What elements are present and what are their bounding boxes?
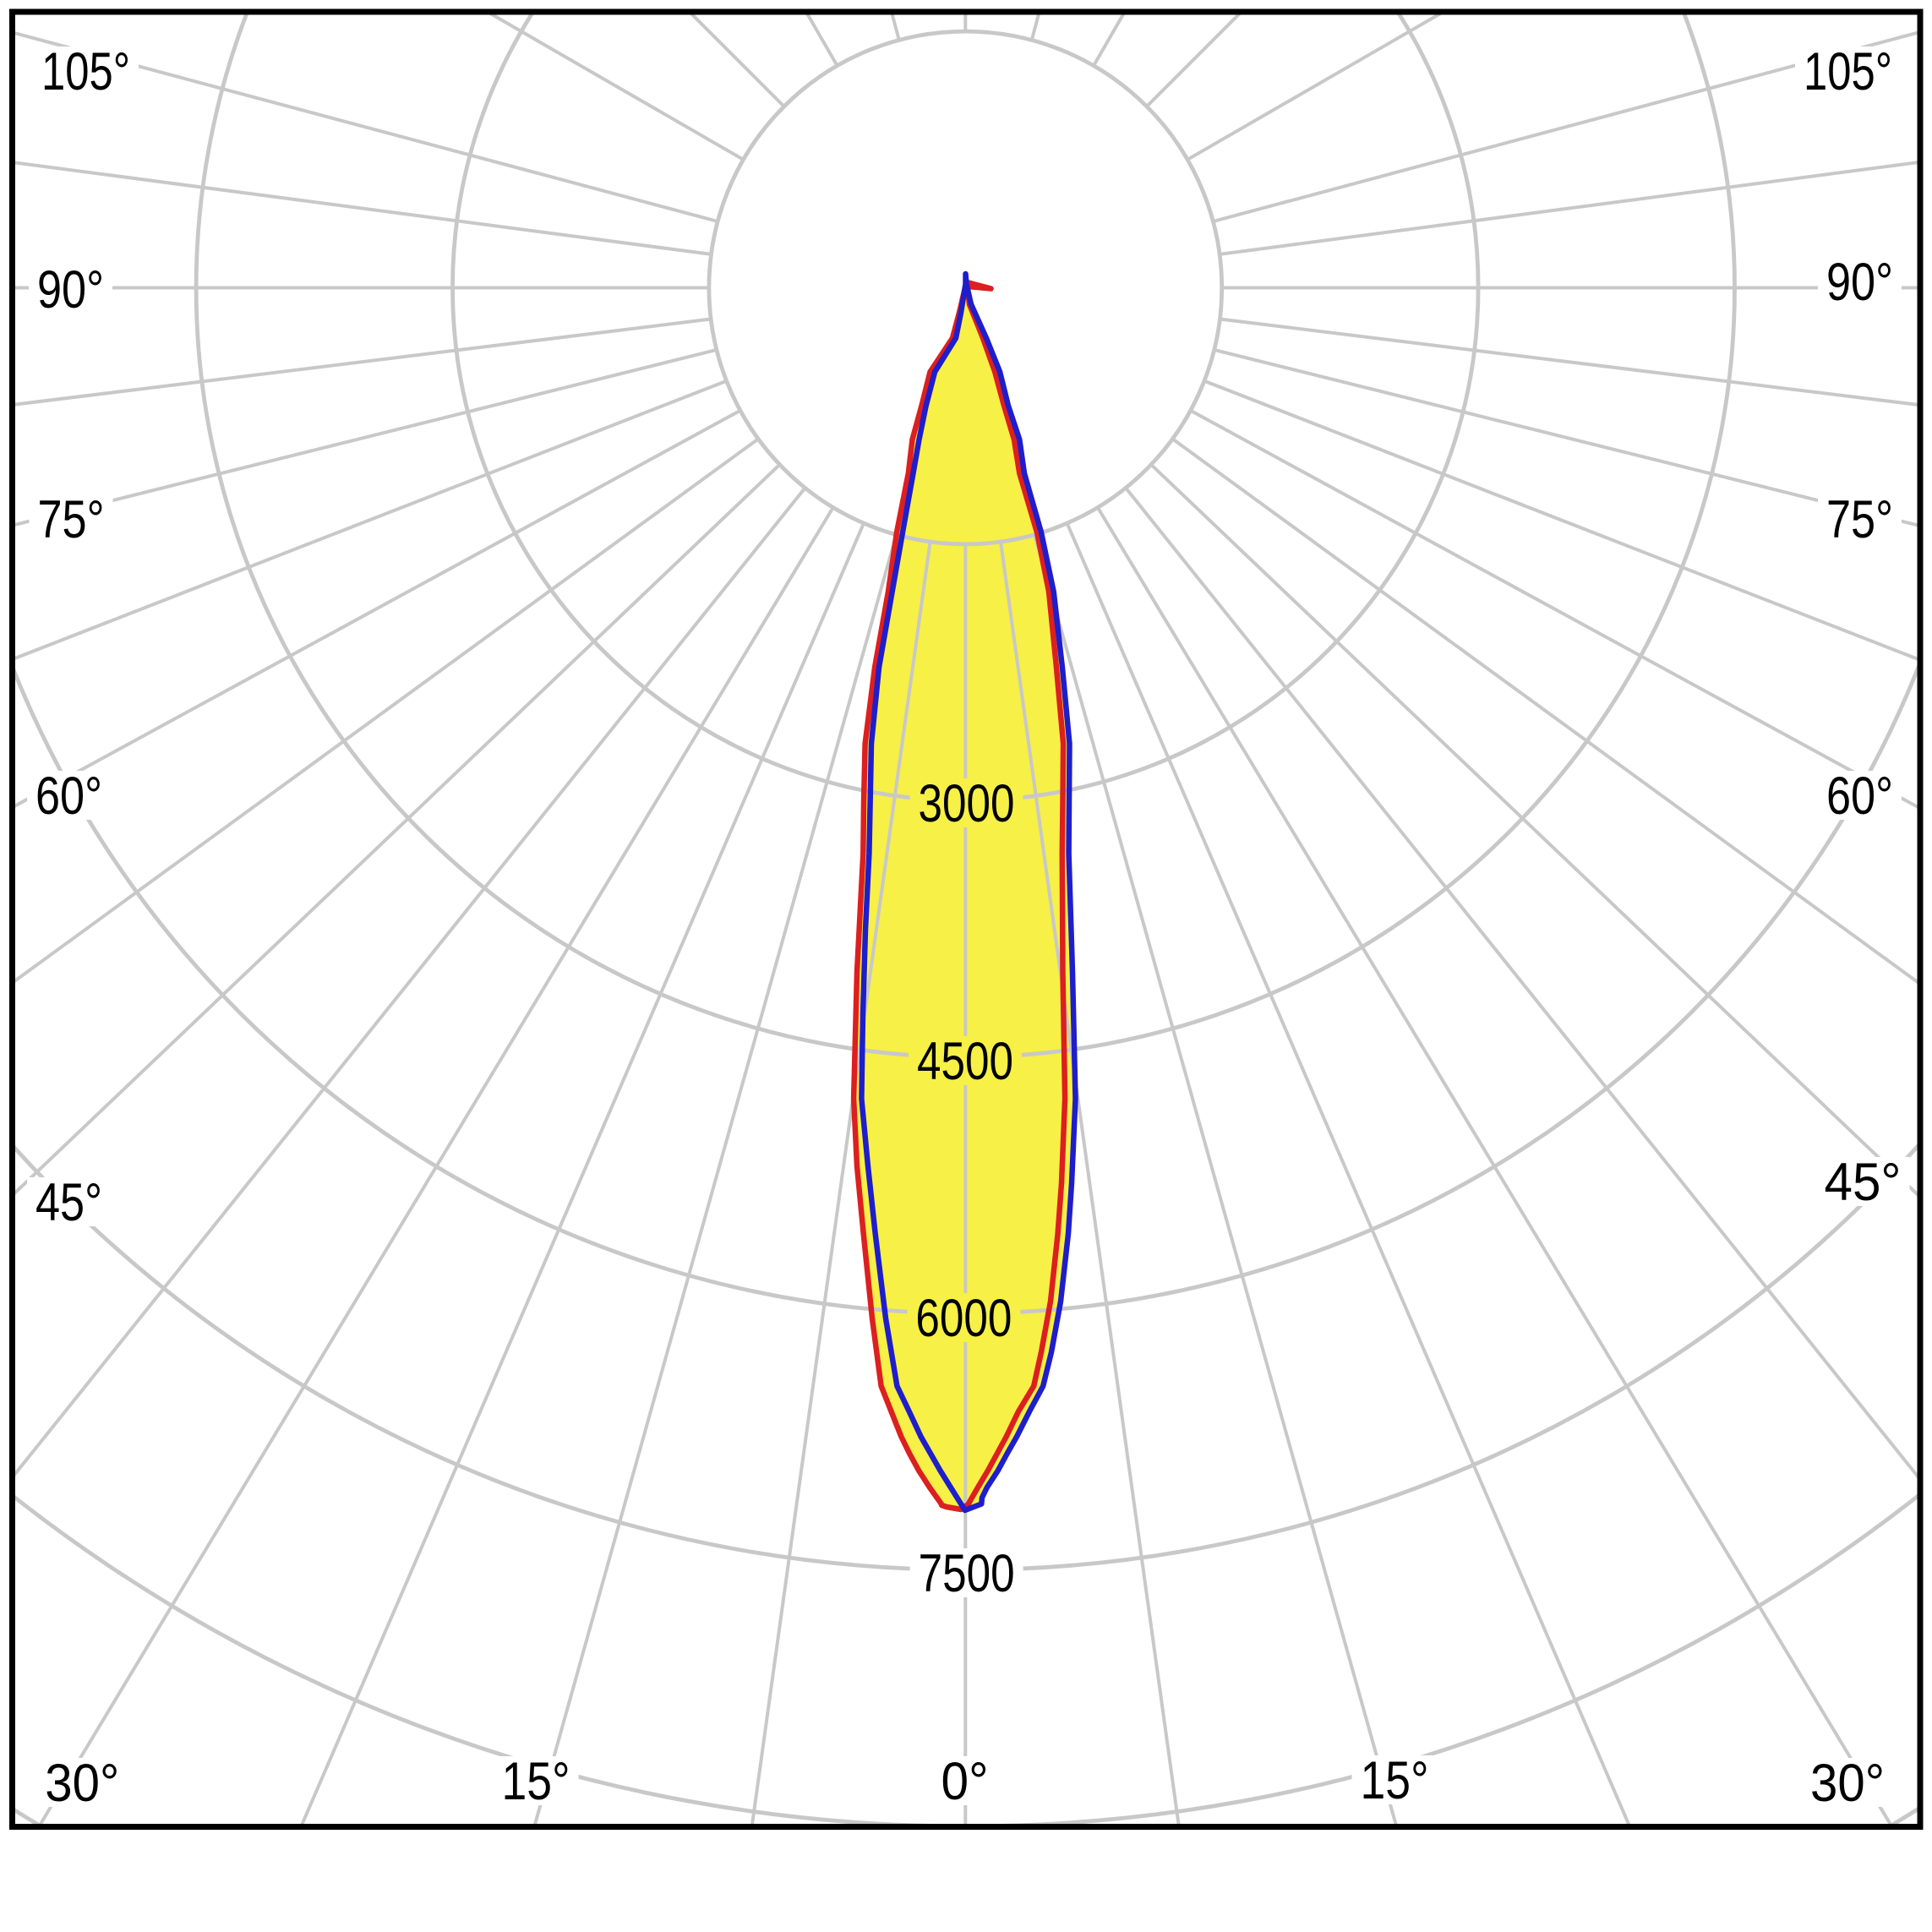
svg-text:15°: 15° bbox=[1361, 1751, 1429, 1810]
svg-text:7500: 7500 bbox=[919, 1544, 1015, 1603]
svg-text:90°: 90° bbox=[37, 260, 104, 319]
svg-text:30°: 30° bbox=[1810, 1754, 1885, 1813]
svg-text:60°: 60° bbox=[35, 767, 102, 826]
svg-text:75°: 75° bbox=[38, 490, 105, 549]
svg-text:60°: 60° bbox=[1826, 767, 1893, 826]
svg-text:45°: 45° bbox=[1825, 1153, 1902, 1212]
svg-text:75°: 75° bbox=[1826, 490, 1893, 549]
svg-text:45°: 45° bbox=[35, 1173, 102, 1232]
svg-text:105°: 105° bbox=[41, 42, 130, 101]
svg-text:30°: 30° bbox=[45, 1754, 119, 1813]
svg-text:90°: 90° bbox=[1826, 253, 1893, 312]
svg-text:0°: 0° bbox=[941, 1752, 989, 1811]
svg-text:15°: 15° bbox=[502, 1752, 570, 1811]
svg-text:6000: 6000 bbox=[915, 1289, 1012, 1348]
svg-text:105°: 105° bbox=[1804, 42, 1892, 101]
svg-text:4500: 4500 bbox=[917, 1032, 1013, 1091]
svg-text:3000: 3000 bbox=[919, 774, 1015, 833]
